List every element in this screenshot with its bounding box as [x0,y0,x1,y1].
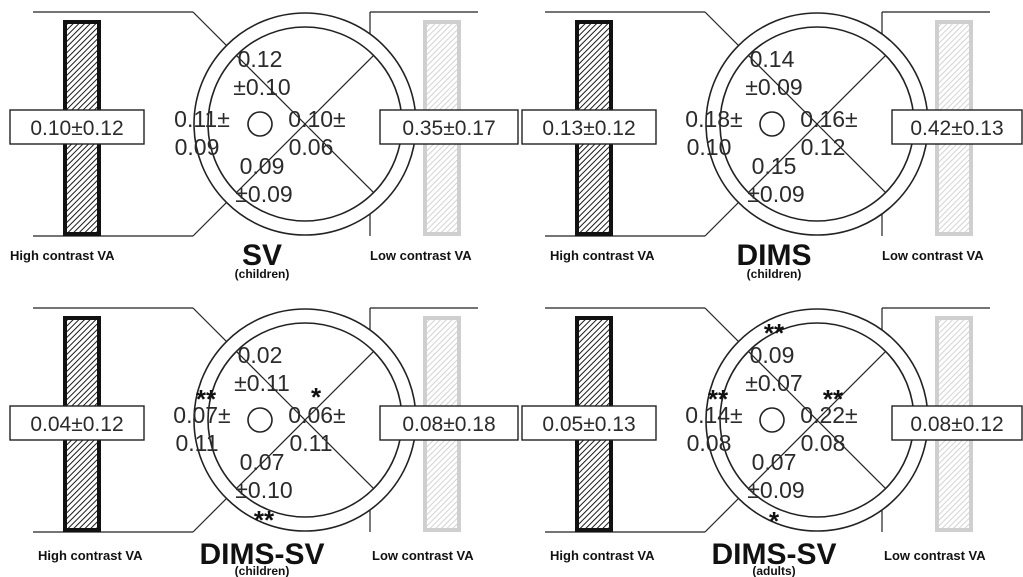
significance-star-top: ** [764,318,785,348]
low-contrast-value: 0.35±0.17 [402,117,495,140]
panel-title: DIMS-SV [199,538,324,571]
high-contrast-label: High contrast VA [550,548,655,563]
low-contrast-label: Low contrast VA [370,248,472,263]
bottom-value-line2: ±0.10 [235,477,292,503]
low-contrast-value: 0.08±0.18 [402,413,495,436]
low-contrast-label: Low contrast VA [882,248,984,263]
high-contrast-box [9,405,145,441]
diagonal-line [747,54,887,194]
bottom-value-line1: 0.07 [240,449,285,475]
significance-star-right: * [311,382,322,412]
right-value-line2: 0.12 [801,134,846,160]
bottom-value-line1: 0.07 [752,449,797,475]
high-contrast-value: 0.13±0.12 [542,117,635,140]
top-value-line1: 0.02 [238,342,283,368]
left-value-line2: 0.09 [175,134,220,160]
top-value-line1: 0.12 [238,46,283,72]
left-value-line1: 0.14± [685,402,742,428]
top-value-line1: 0.14 [750,46,795,72]
left-value-line1: 0.07± [173,402,230,428]
left-value-line2: 0.10 [687,134,732,160]
center-circle [247,111,273,137]
panel-subtitle: (children) [235,564,290,577]
high-contrast-value: 0.04±0.12 [30,413,123,436]
top-value-line2: ±0.10 [233,74,290,100]
low-contrast-box [379,109,519,145]
low-contrast-box [379,405,519,441]
high-contrast-label: High contrast VA [550,248,655,263]
bottom-value-line2: ±0.09 [747,181,804,207]
panel-dims-sv-children: 0.04±0.12 0.08±0.18 0.02 ±0.11 0.07± 0.1… [9,307,519,577]
significance-star-bottom: ** [254,505,275,535]
high-contrast-value: 0.05±0.13 [542,413,635,436]
left-value-line1: 0.18± [685,106,742,132]
high-contrast-box [521,109,657,145]
panel-dims-children: 0.13±0.12 0.42±0.13 0.14 ±0.09 0.18± 0.1… [521,11,1023,281]
center-circle [759,111,785,137]
high-contrast-box [9,109,145,145]
right-value-line2: 0.08 [801,430,846,456]
bottom-value-line2: ±0.09 [747,477,804,503]
right-value-line1: 0.16± [800,106,857,132]
high-contrast-label: High contrast VA [10,248,115,263]
left-value-line1: 0.11± [174,106,230,132]
panel-subtitle: (children) [747,267,802,281]
low-contrast-value: 0.08±0.12 [910,413,1003,436]
significance-star-left: ** [708,384,729,414]
low-contrast-box [891,109,1023,145]
panel-dims-sv-adults: 0.05±0.13 0.08±0.12 0.09 ±0.07 0.14± 0.0… [521,307,1023,577]
top-value-line2: ±0.09 [745,74,802,100]
top-value-line1: 0.09 [750,342,795,368]
low-contrast-box [891,405,1023,441]
significance-star-left: ** [196,384,217,414]
right-value-line2: 0.06 [289,134,334,160]
high-contrast-label: High contrast VA [38,548,143,563]
panel-subtitle: (children) [235,267,290,281]
bottom-value-line1: 0.09 [240,153,285,179]
diagonal-line [235,54,375,194]
bottom-value-line2: ±0.09 [235,181,292,207]
top-value-line2: ±0.11 [234,370,290,396]
diagonal-line [747,350,887,490]
center-circle [759,407,785,433]
low-contrast-label: Low contrast VA [372,548,474,563]
right-value-line2: 0.11 [289,430,332,456]
right-value-line1: 0.10± [288,106,345,132]
diagonal-line [235,350,375,490]
left-value-line2: 0.08 [687,430,732,456]
right-value-line1: 0.22± [800,402,857,428]
significance-star-right: ** [823,384,844,414]
panel-subtitle: (adults) [752,564,795,577]
center-circle [247,407,273,433]
high-contrast-box [521,405,657,441]
panel-sv-children: 0.10±0.12 0.35±0.17 0.12 ±0.10 0.11± 0.0… [9,11,519,281]
panel-title: SV [242,239,282,272]
panel-title: DIMS [737,239,812,272]
panel-title: DIMS-SV [711,538,836,571]
low-contrast-value: 0.42±0.13 [910,117,1003,140]
left-value-line2: 0.11 [175,430,218,456]
high-contrast-value: 0.10±0.12 [30,117,123,140]
bottom-value-line1: 0.15 [752,153,797,179]
low-contrast-label: Low contrast VA [884,548,986,563]
right-value-line1: 0.06± [288,402,345,428]
significance-star-bottom: * [769,506,780,536]
top-value-line2: ±0.07 [745,370,802,396]
